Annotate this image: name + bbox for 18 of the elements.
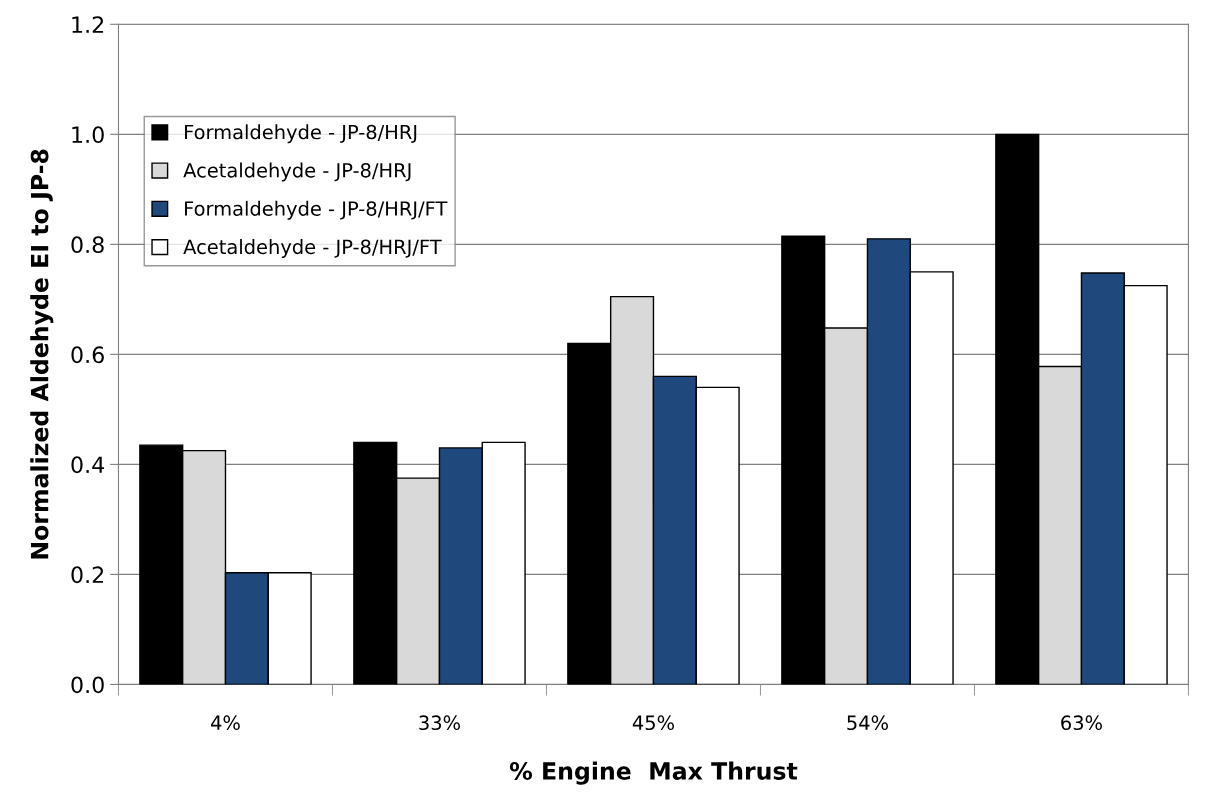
y-axis-title: Normalized Aldehyde EI to JP-8 (30, 149, 54, 559)
x-tick-label: 4% (211, 715, 240, 731)
x-tick-label: 54% (847, 715, 888, 731)
y-tick-label: 0.8 (71, 236, 104, 254)
y-tick-label: 1.2 (72, 16, 104, 33)
y-tick-label: 1.0 (72, 126, 104, 144)
y-tick-label: 0.4 (71, 456, 105, 474)
legend-label: Acetaldehyde - JP-8/HRJ/FT (183, 239, 442, 258)
y-tick-label: 0.2 (71, 566, 104, 584)
y-tick-label: 0.6 (71, 346, 104, 364)
x-tick-label: 45% (632, 715, 674, 731)
x-axis-title: % Engine Max Thrust (509, 761, 798, 785)
legend-label: Formaldehyde - JP-8/HRJ (185, 124, 417, 144)
legend-label: Formaldehyde - JP-8/HRJ/FT (185, 200, 448, 220)
x-tick-label: 33% (419, 715, 461, 731)
x-tick-label: 63% (1061, 715, 1102, 731)
y-tick-label: 0.0 (71, 676, 104, 694)
legend-label: Acetaldehyde - JP-8/HRJ (183, 162, 411, 182)
